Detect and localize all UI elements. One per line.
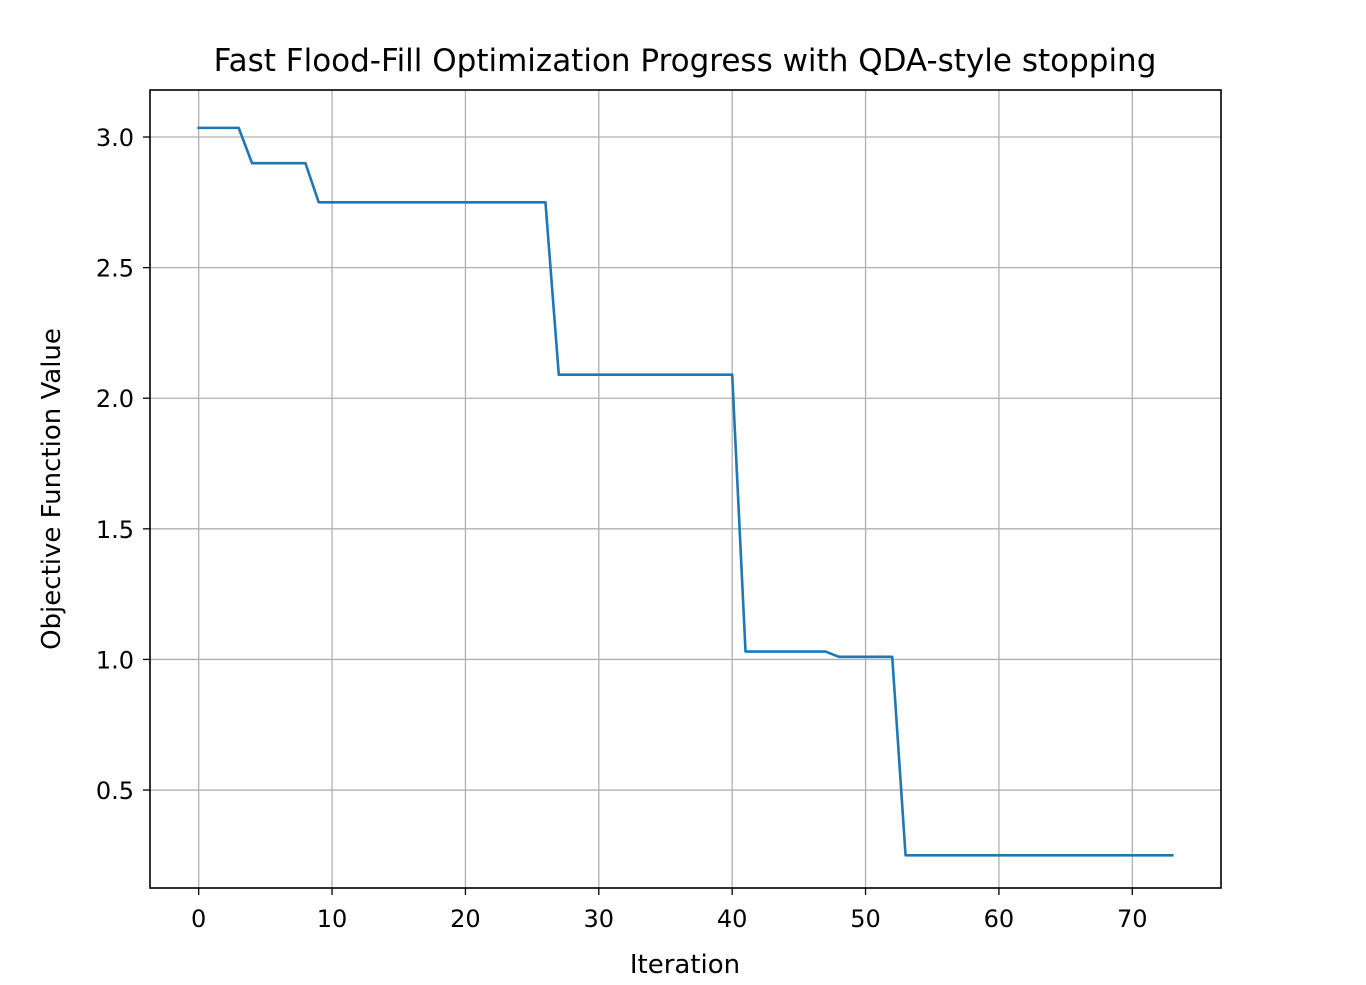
x-tick-label: 0 <box>191 905 206 933</box>
x-axis-label: Iteration <box>630 950 740 980</box>
chart-title: Fast Flood-Fill Optimization Progress wi… <box>214 43 1157 79</box>
x-tick-label: 40 <box>717 905 748 933</box>
x-axis-ticks: 0 10 20 30 40 50 60 70 <box>191 888 1148 933</box>
y-tick-label: 0.5 <box>96 777 134 805</box>
x-tick-label: 10 <box>317 905 348 933</box>
plot-frame <box>149 89 1222 889</box>
y-axis-label: Objective Function Value <box>37 328 67 650</box>
series-line <box>197 126 1174 857</box>
y-tick-label: 1.0 <box>96 646 134 674</box>
x-tick-label: 50 <box>850 905 881 933</box>
x-tick-label: 60 <box>984 905 1015 933</box>
series-layer <box>197 126 1174 857</box>
y-tick-label: 2.5 <box>96 255 134 283</box>
x-tick-label: 20 <box>450 905 481 933</box>
grid-lines <box>150 90 1221 888</box>
y-tick-label: 2.0 <box>96 385 134 413</box>
x-tick-label: 30 <box>584 905 615 933</box>
y-tick-label: 3.0 <box>96 124 134 152</box>
x-tick-label: 70 <box>1117 905 1148 933</box>
y-tick-label: 1.5 <box>96 516 134 544</box>
y-axis-ticks: 0.5 1.0 1.5 2.0 2.5 3.0 <box>96 124 150 805</box>
